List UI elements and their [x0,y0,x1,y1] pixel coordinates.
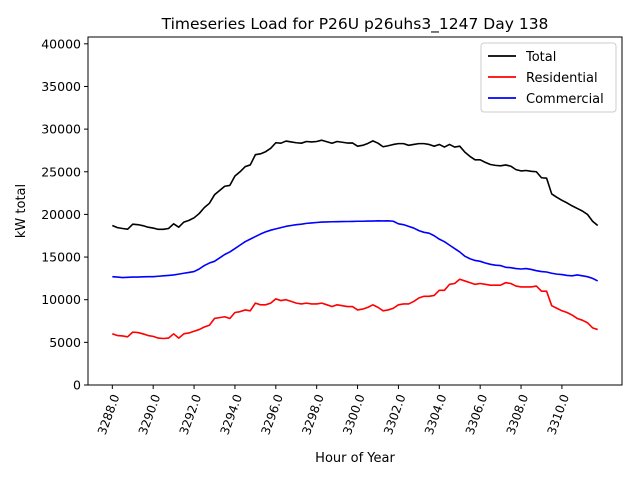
y-axis-label: kW total [14,184,29,238]
y-tick-label: 35000 [41,79,81,94]
y-tick-label: 30000 [41,122,81,137]
y-tick-label: 15000 [41,250,81,265]
legend-label-total: Total [525,50,556,65]
series-layer [112,139,599,340]
y-axis: 0 5000 10000 15000 20000 25000 30000 35000 40000 [41,36,88,393]
series-line-residential [112,278,598,340]
y-tick-label: 10000 [41,292,81,307]
y-tick-label: 0 [73,378,81,393]
y-tick-label: 20000 [41,207,81,222]
chart-title: Timeseries Load for P26U p26uhs3_1247 Da… [161,15,549,34]
y-tick-label: 5000 [49,335,81,350]
legend-label-commercial: Commercial [526,92,604,107]
legend: Total Residential Commercial [480,42,617,113]
legend-box [480,42,617,113]
series-line-commercial [112,220,599,282]
x-axis-label: Hour of Year [315,451,395,466]
y-tick-label: 40000 [41,36,81,51]
series-line-total [112,139,599,231]
y-tick-label: 25000 [41,164,81,179]
plot-frame [87,36,623,386]
legend-label-residential: Residential [526,71,598,86]
